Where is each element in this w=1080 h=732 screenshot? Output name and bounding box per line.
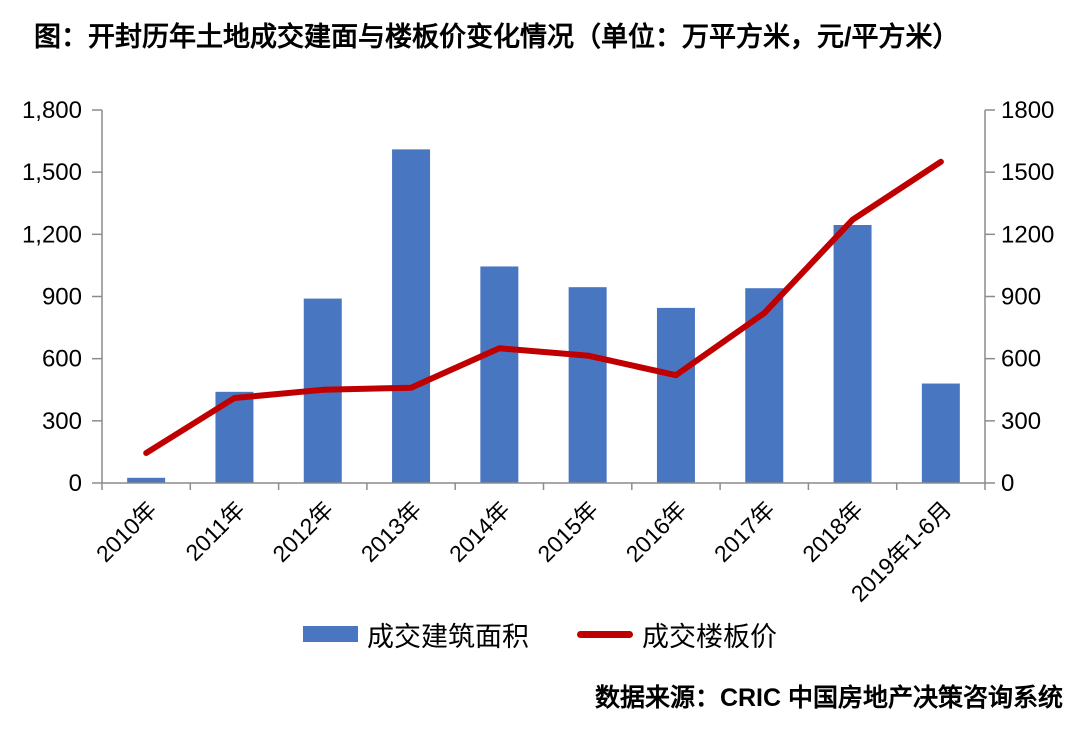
- right-axis-tick-label: 1500: [1001, 159, 1054, 186]
- bar-2017年: [745, 288, 784, 483]
- bar-2015年: [568, 287, 607, 483]
- left-axis-tick-label: 1,800: [22, 97, 82, 124]
- x-axis-label-2015年: 2015年: [532, 496, 603, 567]
- chart-title: 图：开封历年土地成交建面与楼板价变化情况（单位：万平方米，元/平方米）: [34, 22, 960, 52]
- bar-series-swatch: [303, 626, 358, 642]
- right-axis-tick-label: 1800: [1001, 97, 1054, 124]
- x-axis-label-2018年: 2018年: [797, 496, 868, 567]
- right-axis-tick-label: 300: [1001, 408, 1041, 435]
- right-axis-tick-label: 1200: [1001, 221, 1054, 248]
- left-axis-tick-label: 0: [69, 470, 82, 497]
- left-axis-tick-label: 600: [42, 346, 82, 373]
- floor-price-line: [143, 158, 944, 456]
- x-axis-label-2017年: 2017年: [709, 496, 780, 567]
- legend-item-floor-price: 成交楼板价: [577, 615, 777, 654]
- right-axis-tick-label: 0: [1001, 470, 1014, 497]
- x-axis-label-2011年: 2011年: [180, 496, 250, 566]
- bar-2016年: [656, 307, 695, 483]
- legend-label-floor-price: 成交楼板价: [642, 621, 777, 652]
- x-axis-label-2016年: 2016年: [621, 496, 692, 567]
- legend-item-building-area: 成交建筑面积: [303, 615, 529, 654]
- chart-legend: 成交建筑面积 成交楼板价: [0, 614, 1080, 654]
- line-series-swatch: [577, 630, 633, 638]
- left-axis-tick-label: 1,200: [22, 221, 82, 248]
- x-axis-label-2012年: 2012年: [267, 496, 338, 567]
- legend-label-building-area: 成交建筑面积: [367, 621, 529, 652]
- bar-2014年: [480, 266, 519, 483]
- left-axis-tick-label: 900: [42, 284, 82, 311]
- bar-2013年: [392, 149, 431, 483]
- bar-2018年: [833, 225, 872, 483]
- left-axis-tick-label: 1,500: [22, 159, 82, 186]
- data-source-note: 数据来源：CRIC 中国房地产决策咨询系统: [594, 684, 1063, 712]
- x-axis-label-2013年: 2013年: [356, 496, 427, 567]
- left-axis-tick-label: 300: [42, 408, 82, 435]
- right-axis-tick-label: 600: [1001, 346, 1041, 373]
- right-axis-tick-label: 900: [1001, 284, 1041, 311]
- bar-2019年1-6月: [921, 383, 960, 483]
- x-axis-label-2014年: 2014年: [444, 496, 515, 567]
- x-axis-label-2010年: 2010年: [91, 496, 162, 567]
- bar-2010年: [127, 477, 166, 483]
